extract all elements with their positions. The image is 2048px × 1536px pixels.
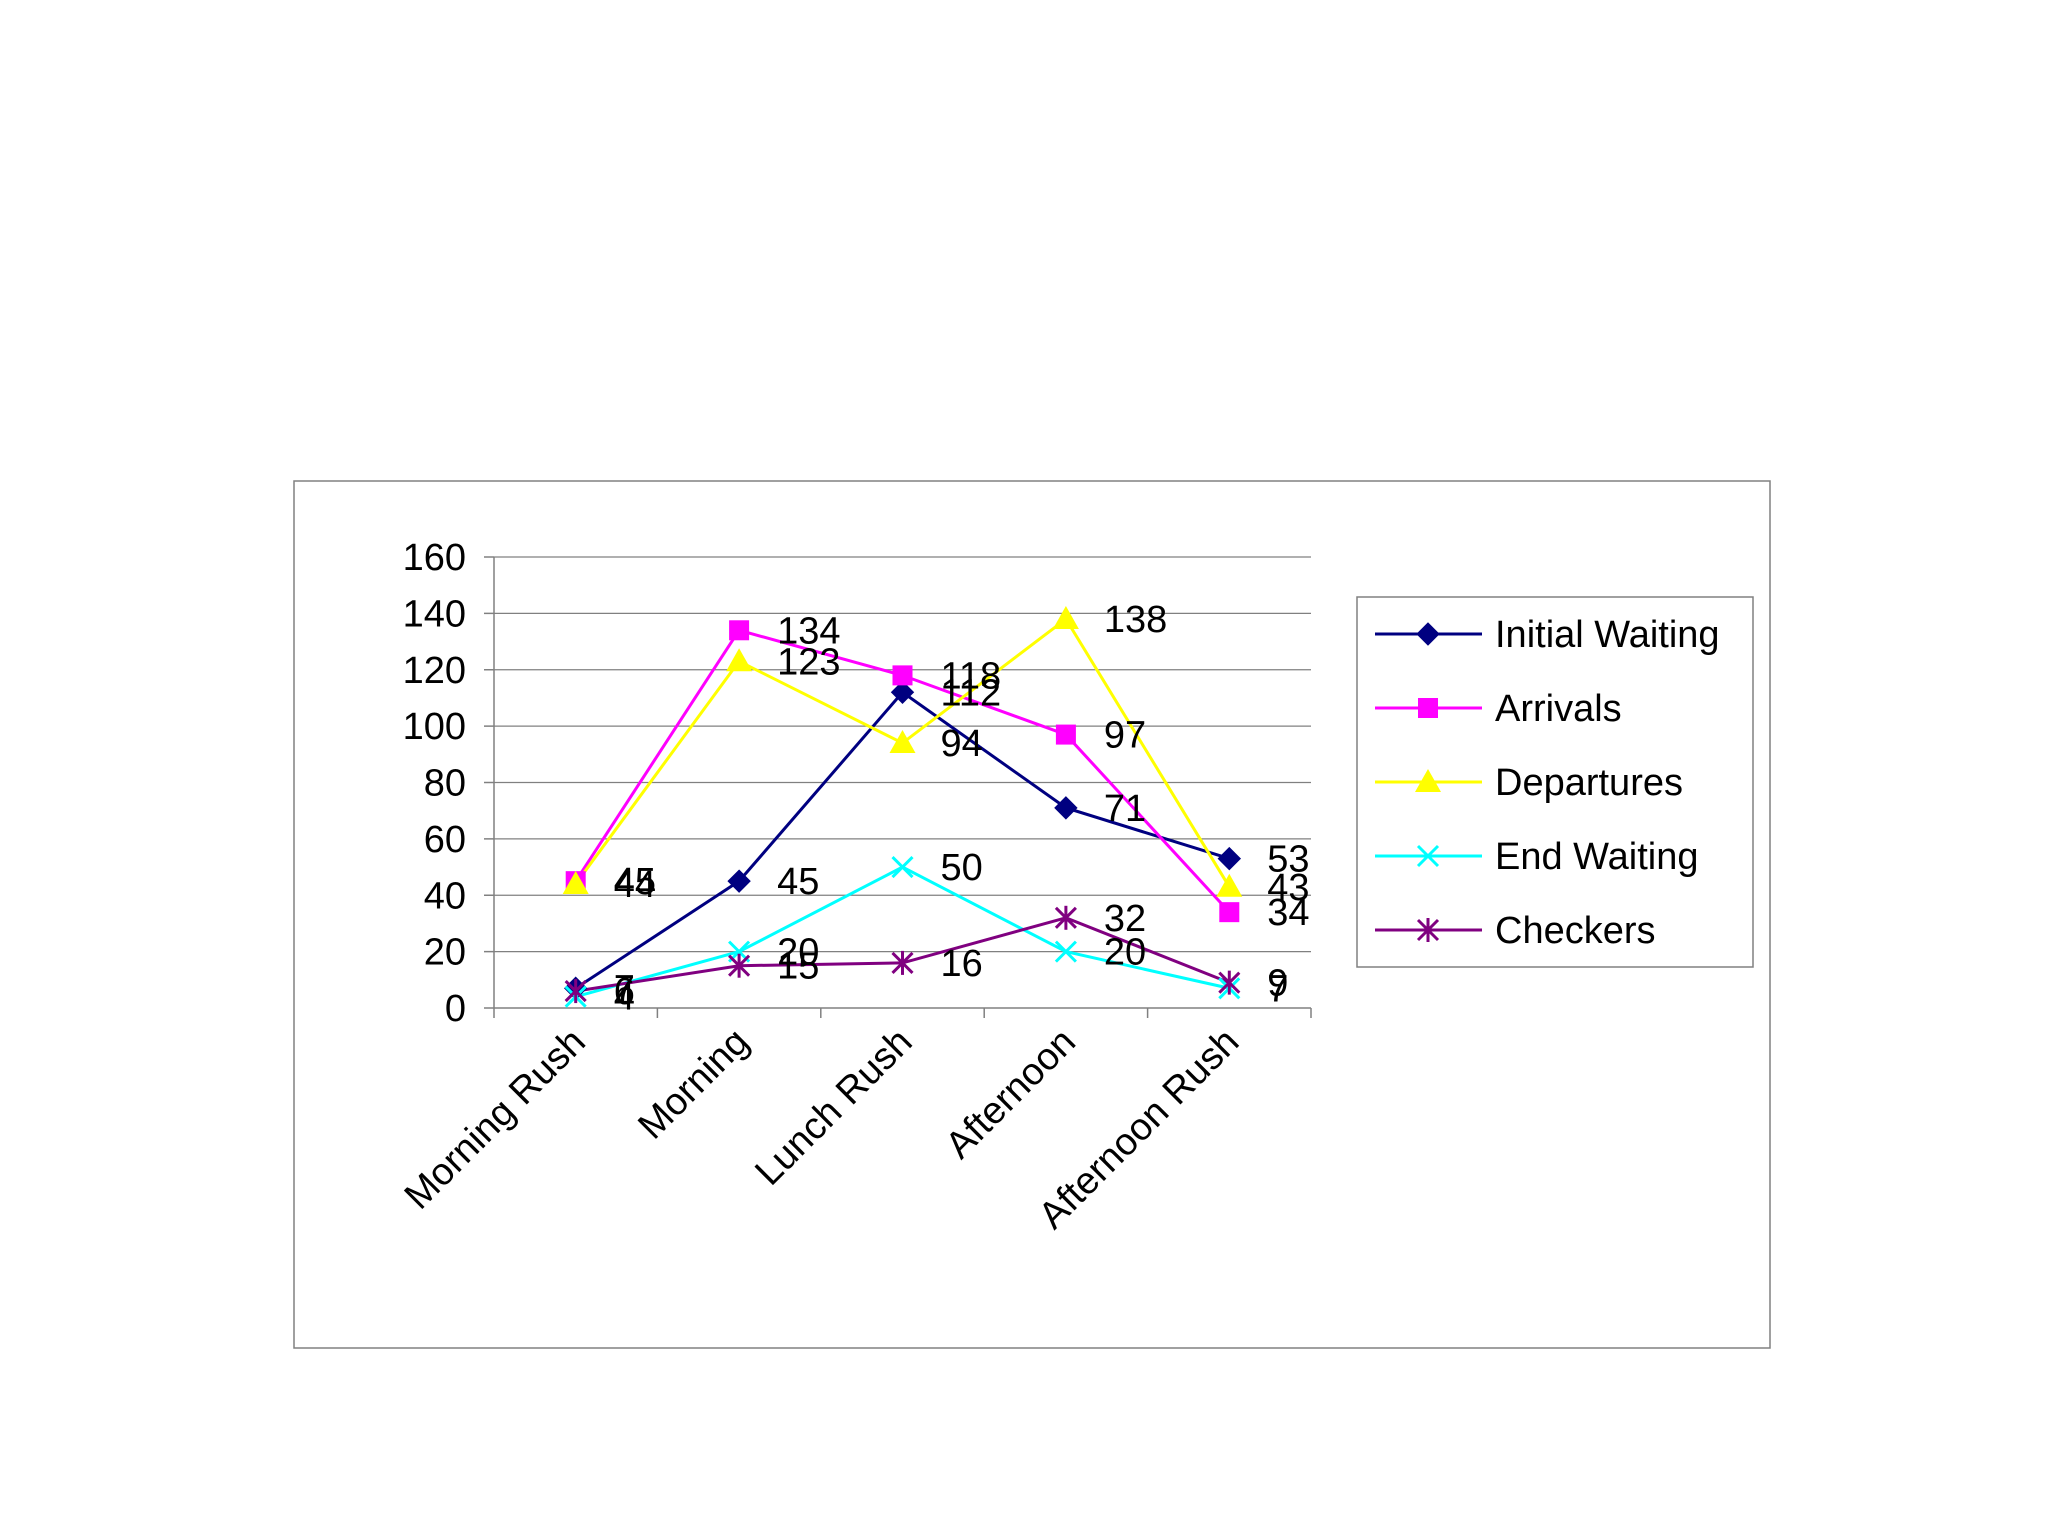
y-tick-label: 40 bbox=[424, 875, 466, 917]
data-label: 112 bbox=[941, 672, 1002, 714]
legend-marker bbox=[1418, 698, 1438, 718]
data-label: 44 bbox=[614, 864, 656, 906]
data-label: 20 bbox=[777, 932, 819, 974]
legend-item: Arrivals bbox=[1375, 688, 1622, 730]
data-label: 71 bbox=[1104, 788, 1146, 830]
data-point bbox=[726, 648, 753, 672]
data-label: 6 bbox=[614, 971, 635, 1013]
data-label: 118 bbox=[941, 655, 1002, 697]
legend-item: Departures bbox=[1375, 762, 1683, 804]
data-point bbox=[1054, 940, 1077, 963]
y-tick-label: 0 bbox=[445, 988, 466, 1030]
data-label: 20 bbox=[1104, 932, 1146, 974]
data-point bbox=[1216, 873, 1243, 897]
data-point bbox=[891, 950, 914, 975]
data-point bbox=[889, 730, 916, 754]
data-point bbox=[890, 680, 915, 705]
legend-label: Initial Waiting bbox=[1495, 614, 1720, 656]
axes bbox=[493, 557, 1312, 1018]
data-label: 134 bbox=[777, 610, 840, 652]
data-label: 43 bbox=[1267, 867, 1309, 909]
y-tick-label: 80 bbox=[424, 763, 466, 805]
legend-label: Arrivals bbox=[1495, 688, 1622, 730]
legend-item: End Waiting bbox=[1375, 836, 1698, 878]
data-point bbox=[891, 856, 914, 879]
data-point bbox=[728, 953, 751, 978]
legend-label: End Waiting bbox=[1495, 836, 1698, 878]
data-point bbox=[1054, 796, 1078, 820]
y-tick-label: 20 bbox=[424, 932, 466, 974]
data-label: 123 bbox=[777, 641, 840, 683]
data-label: 53 bbox=[1267, 839, 1309, 881]
y-tick-label: 100 bbox=[403, 706, 466, 748]
data-point bbox=[1052, 606, 1079, 630]
data-label: 4 bbox=[614, 977, 635, 1019]
data-point bbox=[564, 979, 587, 1004]
data-label: 15 bbox=[777, 946, 819, 988]
data-point bbox=[562, 870, 589, 894]
data-label: 45 bbox=[777, 861, 819, 903]
data-label: 32 bbox=[1104, 898, 1146, 940]
legend-item: Initial Waiting bbox=[1375, 614, 1720, 656]
series-markers bbox=[562, 606, 1243, 1008]
data-point bbox=[729, 620, 750, 641]
data-label: 7 bbox=[614, 968, 635, 1010]
y-tick-label: 60 bbox=[424, 819, 466, 861]
data-label: 138 bbox=[1104, 599, 1167, 641]
data-point bbox=[1055, 724, 1076, 745]
data-label: 45 bbox=[614, 861, 656, 903]
legend-label: Departures bbox=[1495, 762, 1683, 804]
data-point bbox=[1219, 902, 1240, 923]
legend-marker bbox=[1416, 918, 1440, 942]
data-label: 94 bbox=[941, 723, 983, 765]
data-label: 7 bbox=[1267, 968, 1288, 1010]
data-label: 16 bbox=[941, 943, 983, 985]
data-point bbox=[1218, 970, 1241, 995]
data-labels: 7451127153451341189734441239413843420502… bbox=[614, 599, 1310, 1019]
legend: Initial Waiting Arrivals Departures End Wai… bbox=[1356, 596, 1754, 968]
legend-marker bbox=[1416, 622, 1440, 646]
data-point bbox=[727, 869, 751, 893]
legend-item: Checkers bbox=[1375, 910, 1656, 952]
data-label: 34 bbox=[1267, 892, 1309, 934]
y-tick-label: 140 bbox=[403, 593, 466, 635]
data-point bbox=[1054, 905, 1077, 930]
y-tick-labels: 0 20 40 60 80 100 120 140 160 bbox=[403, 537, 466, 1030]
legend-label: Checkers bbox=[1495, 910, 1656, 952]
y-tick-label: 160 bbox=[403, 537, 466, 579]
data-label: 9 bbox=[1267, 963, 1288, 1005]
data-label: 97 bbox=[1104, 715, 1146, 757]
y-tick-label: 120 bbox=[403, 650, 466, 692]
legend-marker bbox=[1416, 844, 1440, 868]
legend-marker bbox=[1415, 769, 1441, 792]
data-point bbox=[1217, 846, 1242, 871]
data-point bbox=[892, 665, 913, 686]
data-label: 50 bbox=[941, 847, 983, 889]
